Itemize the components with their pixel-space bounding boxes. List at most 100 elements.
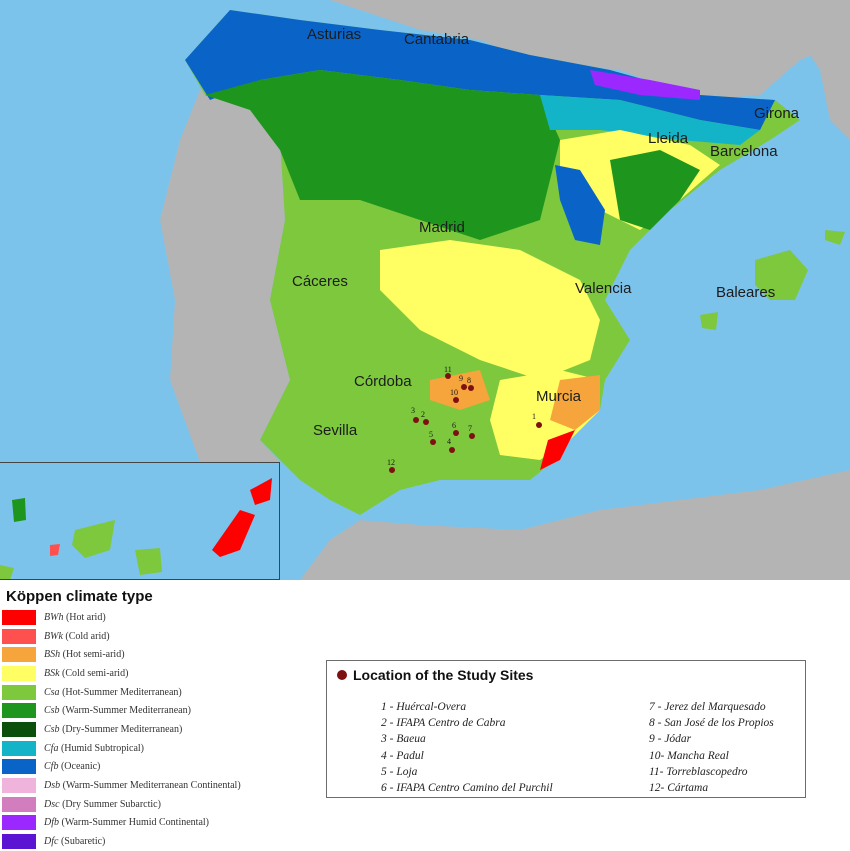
canary-island-1 [12, 498, 26, 522]
legend-swatch [2, 778, 36, 794]
site-marker-10 [453, 397, 459, 403]
site-marker-5 [430, 439, 436, 445]
legend-rows: BWh (Hot arid) BWk (Cold arid) BSh (Hot se… [2, 608, 302, 851]
study-site-entry: 6 - IFAPA Centro Camino del Purchil [381, 781, 553, 794]
zone-cfb-north [185, 10, 775, 130]
legend-item-bsh: BSh (Hot semi-arid) [2, 645, 302, 664]
site-number-6: 6 [452, 421, 456, 430]
legend-item-dsc: Dsc (Dry Summer Subarctic) [2, 795, 302, 814]
site-number-8: 8 [467, 376, 471, 385]
legend-code: Csa [44, 686, 60, 698]
canary-island-5 [212, 510, 255, 557]
study-site-entry: 4 - Padul [381, 749, 424, 762]
legend-code: Dsc [44, 798, 60, 810]
legend-code: Cfa [44, 742, 59, 754]
label-madrid: Madrid [419, 219, 465, 236]
label-barcelona: Barcelona [710, 143, 778, 160]
zone-csb-north [205, 70, 560, 240]
site-number-3: 3 [411, 406, 415, 415]
site-marker-3 [413, 417, 419, 423]
site-number-10: 10 [450, 388, 458, 397]
legend-swatch [2, 721, 36, 737]
zone-cfb-iberian [555, 165, 605, 245]
site-number-5: 5 [429, 430, 433, 439]
label-caceres: Cáceres [292, 273, 348, 290]
legend-swatch [2, 740, 36, 756]
legend-item-bwk: BWk (Cold arid) [2, 627, 302, 646]
legend-description: (Warm-Summer Mediterranean Continental) [62, 780, 241, 792]
legend-code: Dsb [44, 780, 61, 792]
legend-swatch [2, 628, 36, 644]
study-sites-left-column: 1 - Huércal-Overa 2 - IFAPA Centro de Cab… [381, 701, 553, 798]
legend-label: Dsc (Dry Summer Subarctic) [44, 799, 161, 810]
site-marker-2 [423, 419, 429, 425]
site-number-4: 4 [447, 437, 451, 446]
legend-label: Csa (Hot-Summer Mediterranean) [44, 687, 182, 698]
site-marker-12 [389, 467, 395, 473]
legend-label: BWh (Hot arid) [44, 612, 106, 623]
legend-code: BSk [44, 667, 60, 679]
study-site-entry: 11- Torreblascopedro [649, 765, 748, 778]
legend-item-csb: Csb (Dry-Summer Mediterranean) [2, 720, 302, 739]
study-site-entry: 12- Cártama [649, 781, 709, 794]
study-site-entry: 9 - Jódar [649, 733, 692, 746]
legend-description: (Oceanic) [60, 761, 101, 773]
study-sites-title: Location of the Study Sites [337, 667, 533, 683]
zone-csb-east [610, 150, 700, 230]
africa-landmass [300, 470, 850, 580]
label-girona: Girona [754, 105, 800, 122]
menorca [825, 230, 845, 245]
site-marker-7 [469, 433, 475, 439]
study-site-entry: 1 - Huércal-Overa [381, 701, 467, 713]
legend-description: (Warm-Summer Humid Continental) [61, 817, 210, 829]
study-site-entry: 10- Mancha Real [649, 749, 729, 762]
legend-title: Köppen climate type [6, 588, 153, 605]
legend-description: (Hot semi-arid) [62, 649, 125, 661]
zone-cfa-pyrenees [540, 95, 760, 145]
legend-item-cfb: Cfb (Oceanic) [2, 758, 302, 777]
label-asturias: Asturias [307, 26, 362, 43]
study-site-entry: 7 - Jerez del Marquesado [649, 701, 766, 713]
legend-description: (Hot arid) [65, 611, 106, 623]
canary-island-4 [50, 544, 60, 556]
legend-code: Dfc [44, 836, 59, 848]
zone-bwh-almeria [540, 430, 575, 470]
site-marker-1 [536, 422, 542, 428]
legend-code: BWh [44, 611, 64, 623]
portugal-landmass [160, 90, 290, 462]
legend-item-cfa: Cfa (Humid Subtropical) [2, 739, 302, 758]
legend-description: (Cold arid) [65, 630, 110, 642]
study-site-entry: 2 - IFAPA Centro de Cabra [381, 717, 506, 730]
legend-label: Csb (Dry-Summer Mediterranean) [44, 724, 182, 735]
site-marker-11 [445, 373, 451, 379]
legend-swatch [2, 703, 36, 719]
legend-description: (Dry-Summer Mediterranean) [62, 723, 183, 735]
site-number-11: 11 [444, 365, 452, 374]
legend-swatch [2, 684, 36, 700]
label-cordoba: Córdoba [354, 373, 412, 390]
legend-label: BWk (Cold arid) [44, 631, 110, 642]
france-landmass [330, 0, 850, 100]
legend-description: (Humid Subtropical) [60, 742, 144, 754]
legend-item-dfc: Dfc (Subaretic) [2, 832, 302, 851]
legend-swatch [2, 609, 36, 625]
legend-description: (Dry Summer Subarctic) [62, 798, 161, 810]
site-number-12: 12 [387, 458, 395, 467]
ibiza [700, 312, 718, 330]
legend-label: Csb (Warm-Summer Mediterranean) [44, 705, 191, 716]
label-baleares: Baleares [716, 284, 776, 301]
canary-island-3 [135, 548, 162, 575]
legend-label: BSh (Hot semi-arid) [44, 649, 125, 660]
legend-swatch [2, 796, 36, 812]
site-number-9: 9 [459, 374, 463, 383]
site-marker-icon [337, 670, 347, 680]
legend-description: (Warm-Summer Mediterranean) [62, 705, 191, 717]
legend-description: (Hot-Summer Mediterranean) [62, 686, 182, 698]
koppen-legend: Köppen climate type BWh (Hot arid) BWk (C… [2, 588, 302, 851]
canary-island-6 [250, 478, 272, 505]
site-number-1: 1 [532, 412, 536, 421]
label-lleida: Lleida [648, 130, 689, 147]
legend-item-csa: Csa (Hot-Summer Mediterranean) [2, 683, 302, 702]
legend-code: Csb [44, 723, 60, 735]
site-number-7: 7 [468, 424, 472, 433]
